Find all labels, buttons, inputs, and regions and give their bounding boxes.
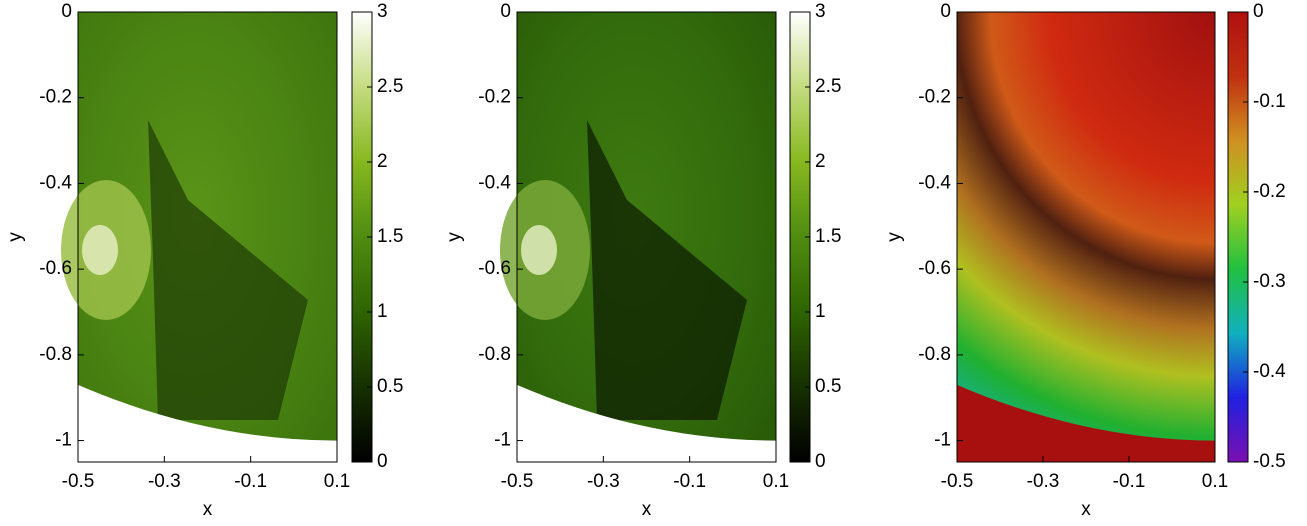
x-tick-label: -0.5: [941, 471, 974, 492]
dark-region: [587, 120, 747, 420]
y-tick-label: -0.6: [478, 258, 511, 279]
colorbar-tick-label: 0: [377, 451, 388, 472]
colorbar-tick-label: 1: [815, 301, 826, 322]
off-disk: [957, 384, 1215, 462]
dark-region: [148, 120, 308, 420]
y-axis-label: y: [444, 232, 465, 242]
colorbar-tick-label: -0.5: [1253, 451, 1286, 472]
axes-frame: [956, 11, 1216, 463]
colorbar-tick-label: 1.5: [815, 226, 841, 247]
x-tick-label: -0.3: [148, 471, 181, 492]
y-tick-label: -0.4: [478, 172, 511, 193]
colorbar-tick-label: 0.5: [815, 376, 841, 397]
colorbar-tick-label: 2: [815, 151, 826, 172]
colorbar-tick-label: -0.3: [1253, 271, 1286, 292]
x-axis-label: x: [203, 499, 213, 520]
y-axis-label: y: [5, 232, 26, 242]
y-tick-label: -1: [494, 430, 511, 451]
y-tick-label: -0.2: [39, 87, 72, 108]
axes-frame: [77, 11, 338, 463]
colorbar-tick-label: 3: [815, 1, 826, 22]
image-panel: [61, 12, 337, 462]
x-tick-label: 0.1: [324, 471, 350, 492]
colorbar-tick-label: 1: [377, 301, 388, 322]
axes-frame: [516, 11, 777, 463]
x-axis-label: x: [1081, 499, 1091, 520]
x-tick-label: 0.1: [763, 471, 789, 492]
image-panel: [957, 12, 1215, 462]
colorbar-tick-label: 3: [377, 1, 388, 22]
x-tick-label: -0.3: [587, 471, 620, 492]
y-tick-label: 0: [500, 1, 511, 22]
x-tick-label: -0.1: [1113, 471, 1146, 492]
off-disk: [78, 384, 337, 462]
y-tick-label: -0.4: [918, 172, 951, 193]
x-axis-label: x: [642, 499, 652, 520]
colorbar-tick-label: 0.5: [377, 376, 403, 397]
colorbar-tick-label: 2.5: [377, 76, 403, 97]
y-tick-label: -0.6: [39, 258, 72, 279]
image-panel: [500, 12, 776, 462]
colorbar-tick-label: 0: [815, 451, 826, 472]
colorbar-tick-label: 2.5: [815, 76, 841, 97]
colorbar-tick-label: 1.5: [377, 226, 403, 247]
x-tick-label: 0.1: [1202, 471, 1228, 492]
y-tick-label: -0.4: [39, 172, 72, 193]
image-field: [957, 12, 1215, 462]
y-tick-label: -0.2: [478, 87, 511, 108]
x-tick-label: -0.1: [234, 471, 267, 492]
y-tick-label: -0.8: [39, 344, 72, 365]
off-disk: [517, 384, 776, 462]
x-tick-label: -0.5: [501, 471, 534, 492]
x-tick-label: -0.3: [1027, 471, 1060, 492]
y-tick-label: -0.6: [918, 258, 951, 279]
colorbar-tick-label: 2: [377, 151, 388, 172]
y-axis-label: y: [884, 232, 905, 242]
y-tick-label: -0.2: [918, 87, 951, 108]
bright-core: [521, 225, 557, 275]
colorbar-tick-label: -0.4: [1253, 361, 1286, 382]
colorbar-tick-label: -0.2: [1253, 181, 1286, 202]
y-tick-label: -1: [934, 430, 951, 451]
colorbar-tick-label: -0.1: [1253, 91, 1286, 112]
x-tick-label: -0.1: [673, 471, 706, 492]
y-tick-label: -0.8: [478, 344, 511, 365]
y-tick-label: 0: [61, 1, 72, 22]
colorbar-tick-label: 0: [1253, 1, 1264, 22]
colorbar: [1227, 11, 1249, 463]
y-tick-label: -1: [55, 430, 72, 451]
bright-core: [82, 225, 118, 275]
x-tick-label: -0.5: [62, 471, 95, 492]
y-tick-label: -0.8: [918, 344, 951, 365]
y-tick-label: 0: [940, 1, 951, 22]
